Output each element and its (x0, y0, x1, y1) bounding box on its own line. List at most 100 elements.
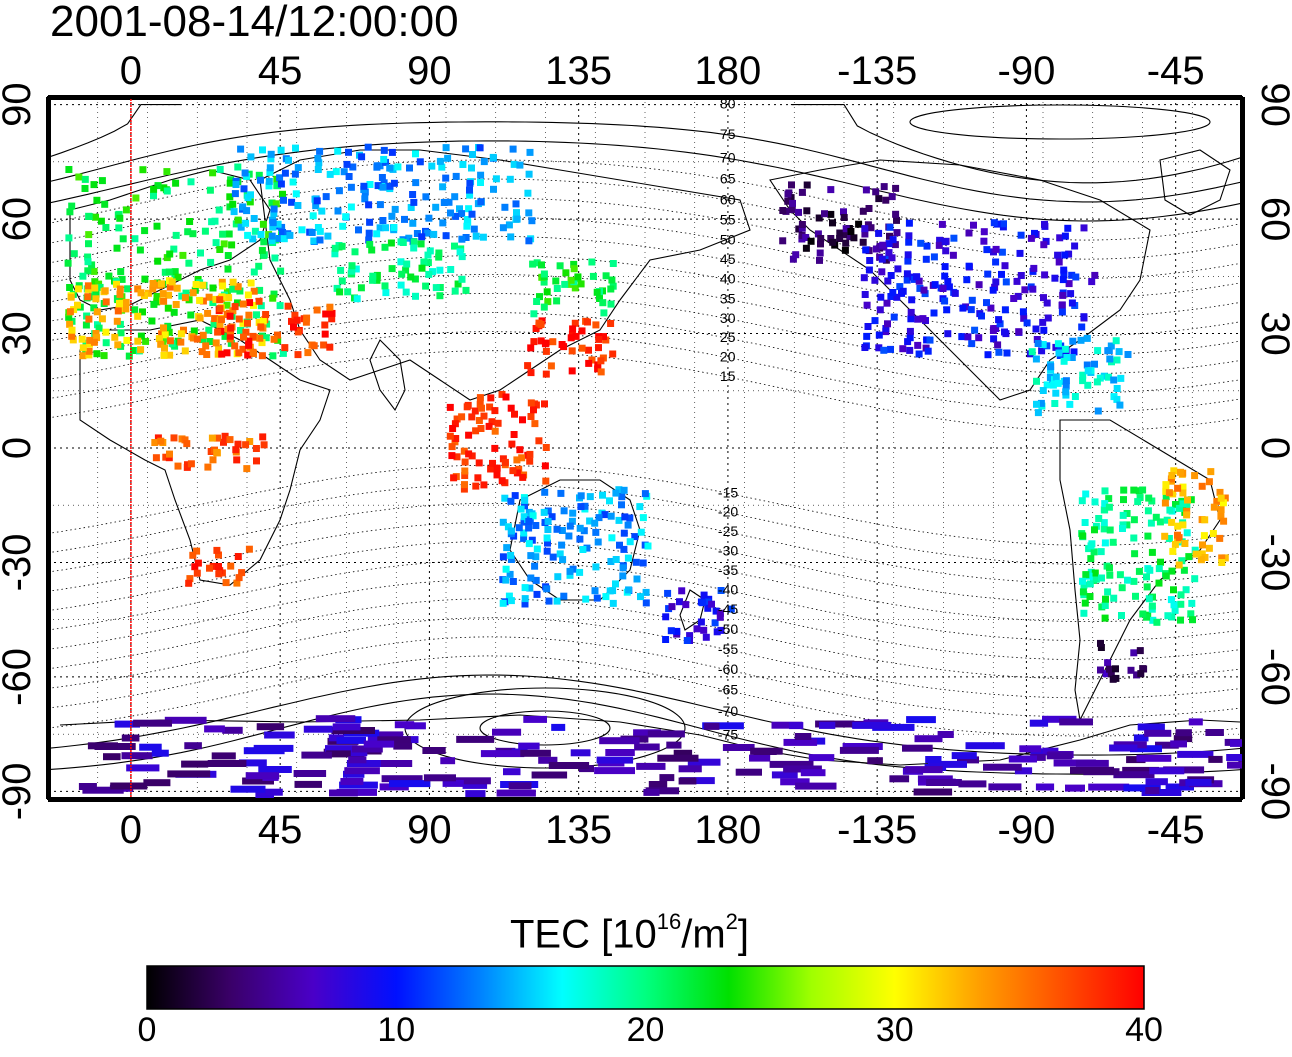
colorbar-tick-label: 20 (626, 1011, 665, 1049)
tec-pixel (66, 308, 74, 316)
tec-pixel (232, 446, 240, 454)
tec-pixel (678, 777, 697, 785)
tec-pixel (1107, 342, 1115, 350)
tec-pixel (1071, 393, 1079, 400)
tec-pixel (316, 227, 324, 235)
mlat-label: -70 (718, 703, 738, 719)
tec-pixel (181, 294, 189, 302)
tec-pixel (255, 297, 263, 305)
tec-pixel (1062, 388, 1070, 396)
tec-pixel (348, 262, 356, 270)
tec-pixel (1118, 612, 1125, 619)
tec-pixel (170, 308, 178, 316)
tec-pixel (111, 333, 119, 341)
tec-pixel (636, 762, 666, 770)
tec-pixel (468, 210, 476, 218)
tec-pixel (1113, 771, 1155, 779)
tec-pixel (258, 352, 266, 360)
tec-pixel (1137, 670, 1145, 678)
tec-pixel (458, 275, 466, 283)
tec-pixel (880, 183, 888, 191)
tec-pixel (515, 524, 523, 532)
tec-pixel (511, 410, 518, 418)
tec-pixel (601, 511, 609, 519)
tec-pixel (250, 268, 258, 276)
tec-pixel (871, 276, 879, 284)
tec-pixel (454, 280, 462, 288)
tec-pixel (905, 238, 913, 246)
tec-pixel (1191, 575, 1199, 583)
tec-pixel (863, 301, 871, 309)
tec-pixel (983, 299, 990, 307)
tec-pixel (279, 349, 287, 357)
tec-pixel (829, 219, 836, 227)
tec-pixel (369, 272, 377, 280)
tec-pixel (78, 335, 86, 343)
tec-pixel (717, 587, 725, 594)
tec-pixel (735, 768, 762, 776)
tec-pixel (553, 525, 561, 533)
mlat-contour (48, 140, 1242, 222)
tec-pixel (499, 518, 507, 526)
tec-pixel (798, 221, 806, 228)
tec-pixel (321, 321, 329, 329)
tec-pixel (1145, 787, 1160, 794)
tec-pixel (1164, 612, 1172, 620)
tec-pixel (194, 559, 202, 567)
tec-pixel (259, 317, 267, 325)
tec-pixel (265, 788, 283, 796)
tec-pixel (593, 288, 601, 296)
bottom-lon-label: 0 (120, 808, 142, 852)
tec-pixel (423, 774, 456, 782)
tec-pixel (941, 272, 949, 280)
mlat-label: -20 (718, 504, 738, 520)
tec-pixel (875, 331, 883, 339)
tec-pixel (996, 320, 1004, 328)
tec-pixel (268, 237, 276, 245)
tec-pixel (163, 254, 171, 262)
left-lat-label: -90 (0, 762, 39, 820)
tec-pixel (633, 575, 641, 583)
tec-pixel (459, 161, 467, 168)
tec-pixel (1094, 407, 1102, 415)
tec-pixel (783, 765, 822, 773)
tec-pixel (166, 351, 174, 359)
tec-pixel (86, 340, 93, 348)
tec-pixel (914, 315, 922, 323)
tec-pixel (802, 244, 810, 252)
tec-pixel (1091, 360, 1098, 368)
tec-pixel (322, 310, 330, 318)
tec-pixel (165, 268, 173, 276)
tec-pixel (512, 200, 520, 208)
tec-pixel (266, 168, 274, 176)
tec-pixel (258, 339, 266, 347)
tec-pixel (256, 334, 264, 342)
tec-pixel (165, 328, 173, 336)
tec-pixel (916, 284, 924, 292)
tec-pixel (527, 344, 535, 352)
tec-pixel (1161, 532, 1169, 540)
tec-pixel (164, 716, 207, 724)
tec-pixel (456, 248, 464, 256)
mlat-label: 65 (720, 171, 736, 187)
tec-pixel (578, 344, 586, 352)
tec-pixel (161, 331, 169, 339)
tec-pixel (779, 207, 787, 214)
tec-pixel (606, 587, 614, 595)
tec-pixel (445, 198, 453, 206)
tec-pixel (345, 173, 353, 180)
tec-pixel (1217, 506, 1225, 513)
tec-pixel (187, 178, 195, 186)
tec-pixel (234, 163, 242, 171)
tec-pixel (502, 565, 510, 573)
tec-pixel (486, 403, 494, 411)
tec-pixel (122, 206, 130, 214)
mlat-contour (48, 235, 1242, 317)
tec-pixel (585, 346, 592, 354)
tec-pixel (1033, 336, 1041, 343)
tec-pixel (160, 351, 168, 359)
tec-pixel (700, 591, 708, 599)
tec-pixel (1106, 355, 1114, 363)
tec-pixel (369, 276, 377, 284)
tec-pixel (116, 290, 124, 298)
